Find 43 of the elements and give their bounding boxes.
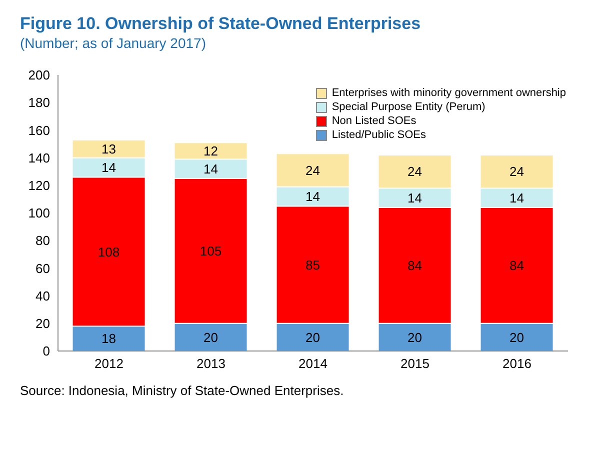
data-label: 84 [408, 258, 422, 274]
x-tick-label: 2014 [298, 356, 328, 372]
data-label: 20 [204, 330, 218, 345]
data-label: 20 [510, 330, 524, 345]
chart-subtitle: (Number; as of January 2017) [20, 35, 207, 51]
data-label: 84 [510, 258, 524, 274]
data-label: 105 [200, 244, 222, 259]
y-tick-label: 180 [28, 95, 50, 110]
y-tick-label: 160 [28, 122, 50, 138]
y-tick-label: 60 [36, 260, 50, 276]
y-tick-label: 120 [28, 178, 50, 194]
y-tick-label: 100 [28, 206, 50, 221]
data-label: 12 [204, 144, 218, 159]
legend-label: Non Listed SOEs [332, 114, 416, 128]
data-label: 14 [510, 190, 524, 206]
data-label: 14 [408, 190, 422, 206]
y-tick-label: 20 [36, 316, 50, 332]
y-tick-label: 40 [36, 288, 50, 304]
data-label: 20 [408, 330, 422, 345]
chart-title: Figure 10. Ownership of State-Owned Enterprises [20, 14, 422, 34]
data-label: 18 [102, 331, 116, 346]
data-label: 13 [102, 141, 116, 156]
x-tick-label: 2016 [502, 356, 532, 372]
legend-label: Enterprises with minority government ownership [332, 86, 566, 100]
data-label: 24 [510, 164, 524, 180]
x-tick-label: 2015 [400, 356, 430, 372]
data-label: 24 [408, 164, 422, 180]
data-label: 20 [306, 330, 320, 345]
source-note: Source: Indonesia, Ministry of State-Owned Enterprises. [20, 383, 345, 398]
data-label: 85 [306, 257, 320, 272]
y-tick-label: 140 [28, 150, 50, 166]
x-tick-label: 2012 [94, 356, 124, 372]
data-label: 14 [102, 160, 116, 176]
x-tick-label: 2013 [196, 356, 226, 372]
data-label: 14 [306, 189, 320, 204]
data-label: 14 [204, 161, 218, 176]
y-tick-label: 0 [42, 344, 50, 359]
y-tick-label: 200 [28, 68, 50, 83]
y-tick-label: 80 [36, 233, 50, 248]
legend-label: Listed/Public SOEs [332, 128, 426, 142]
legend-label: Special Purpose Entity (Perum) [332, 100, 486, 114]
data-label: 24 [306, 162, 320, 178]
data-label: 108 [98, 244, 120, 260]
